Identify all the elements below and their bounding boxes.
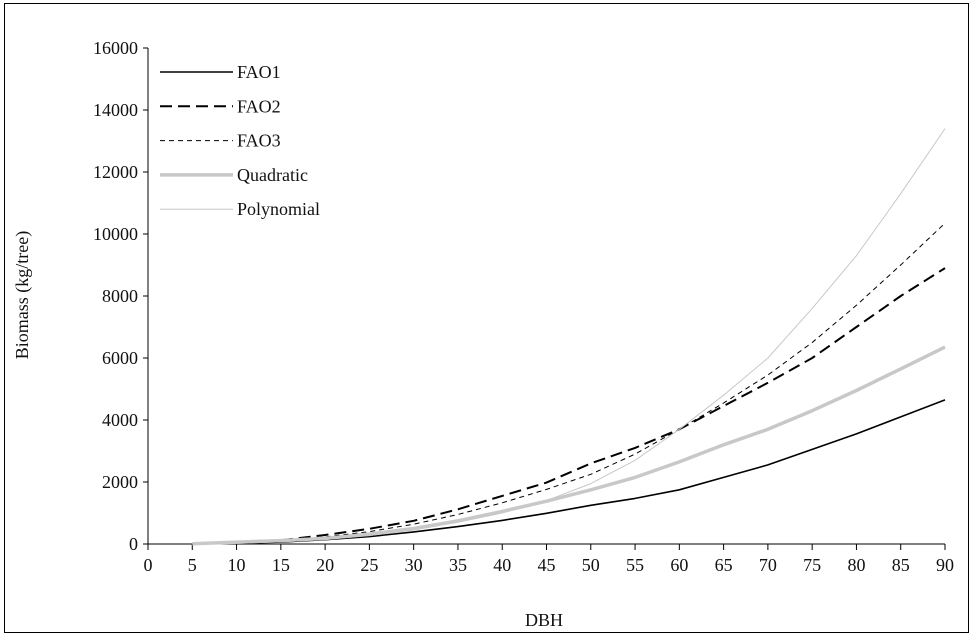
x-tick-label: 45 bbox=[538, 555, 556, 575]
x-tick-label: 30 bbox=[405, 555, 423, 575]
x-tick-label: 85 bbox=[892, 555, 910, 575]
y-tick-label: 4000 bbox=[102, 410, 138, 430]
y-tick-label: 8000 bbox=[102, 286, 138, 306]
series-line-fao2 bbox=[280, 267, 946, 542]
y-tick-label: 0 bbox=[129, 534, 138, 554]
x-tick-label: 60 bbox=[670, 555, 688, 575]
x-tick-label: 65 bbox=[715, 555, 733, 575]
y-tick-label: 2000 bbox=[102, 472, 138, 492]
x-tick-label: 90 bbox=[936, 555, 954, 575]
y-tick-label: 14000 bbox=[93, 100, 138, 120]
x-tick-label: 20 bbox=[316, 555, 334, 575]
legend-label-fao1: FAO1 bbox=[237, 62, 281, 82]
legend-label-fao3: FAO3 bbox=[237, 131, 281, 151]
x-tick-label: 40 bbox=[493, 555, 511, 575]
axes: 0 2000 4000 6000 8000 10000 12000 14000 16000 0 5 1… bbox=[93, 38, 954, 575]
y-tick-label: 10000 bbox=[93, 224, 138, 244]
x-tick-label: 75 bbox=[803, 555, 821, 575]
series-line-polynomial bbox=[192, 128, 946, 545]
x-tick-label: 15 bbox=[272, 555, 290, 575]
legend-label-polynomial: Polynomial bbox=[237, 199, 320, 219]
x-tick-label: 70 bbox=[759, 555, 777, 575]
legend-label-quadratic: Quadratic bbox=[237, 165, 308, 185]
y-tick-label: 12000 bbox=[93, 162, 138, 182]
x-axis-label: DBH bbox=[525, 610, 563, 630]
x-tick-label: 50 bbox=[582, 555, 600, 575]
x-tick-label: 5 bbox=[188, 555, 197, 575]
legend: FAO1 FAO2 FAO3 Quadratic Polynomial bbox=[160, 62, 320, 219]
y-tick-label: 6000 bbox=[102, 348, 138, 368]
y-axis-label: Biomass (kg/tree) bbox=[12, 231, 33, 359]
x-tick-label: 10 bbox=[228, 555, 246, 575]
x-tick-label: 80 bbox=[847, 555, 865, 575]
series-line-fao1 bbox=[192, 399, 946, 545]
chart-frame bbox=[4, 3, 969, 633]
series-line-quadratic bbox=[192, 345, 946, 546]
x-tick-label: 55 bbox=[626, 555, 644, 575]
x-tick-label: 35 bbox=[449, 555, 467, 575]
x-tick-label: 25 bbox=[360, 555, 378, 575]
series-group bbox=[192, 128, 946, 546]
legend-label-fao2: FAO2 bbox=[237, 96, 281, 116]
y-tick-label: 16000 bbox=[93, 38, 138, 58]
x-tick-label: 0 bbox=[144, 555, 153, 575]
series-line-fao3 bbox=[280, 222, 946, 542]
